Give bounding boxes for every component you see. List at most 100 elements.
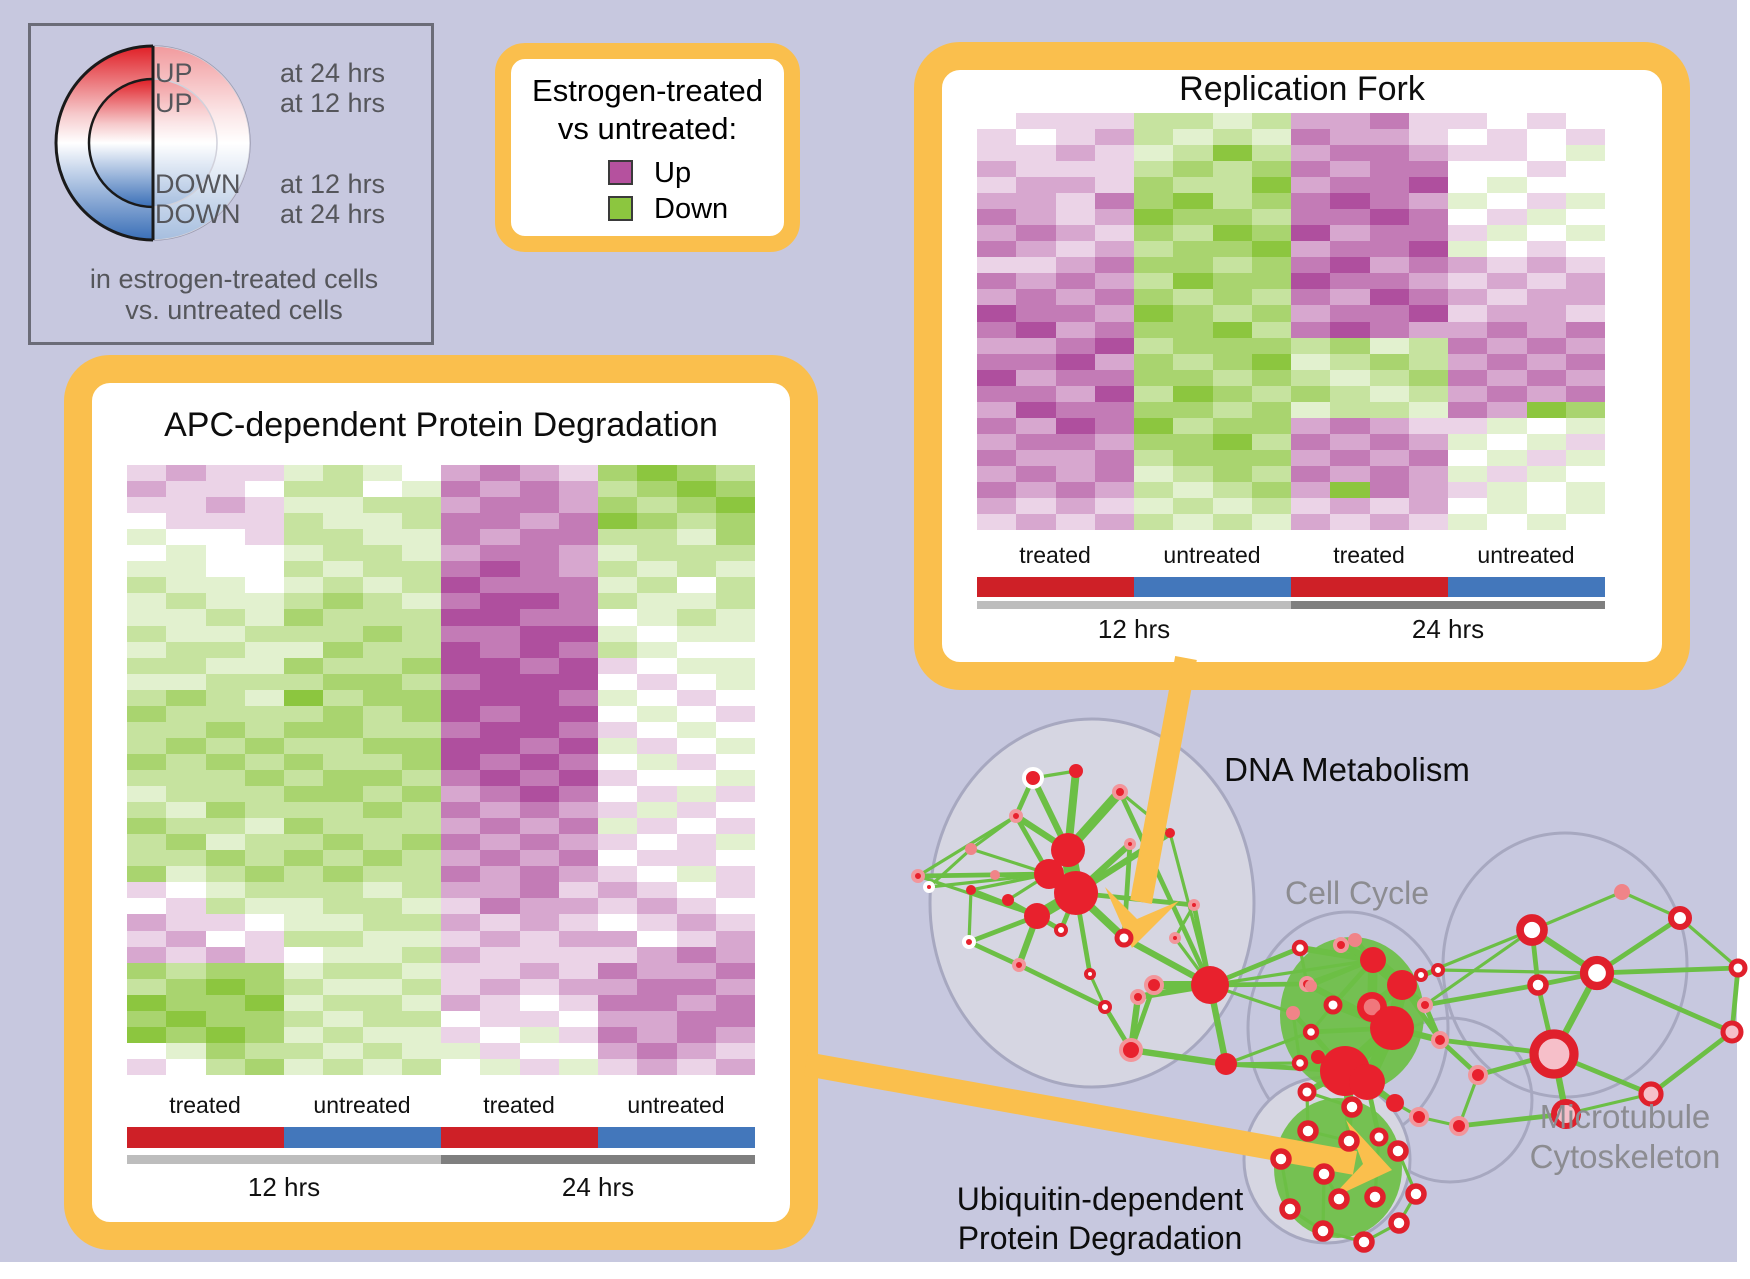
heatmap-cell [1134, 417, 1174, 434]
heatmap-cell [362, 593, 402, 610]
heatmap-cell [244, 577, 284, 594]
heatmap-cell [1212, 465, 1252, 482]
heatmap-cell [244, 641, 284, 658]
heatmap-cell [401, 818, 441, 835]
heatmap-cell [676, 1026, 716, 1043]
heatmap-cell [1016, 481, 1056, 498]
heatmap-cell [519, 609, 559, 626]
heatmap-cell [362, 721, 402, 738]
heatmap-cell [284, 1010, 324, 1027]
heatmap-cell [1487, 337, 1527, 354]
heatmap-cell [715, 769, 755, 787]
heatmap-cell [1291, 353, 1331, 370]
heatmap-cell [401, 545, 441, 562]
heatmap-cell [1212, 353, 1252, 370]
heatmap-cell [1016, 209, 1056, 226]
heatmap-cell [558, 962, 598, 979]
heatmap-cell [205, 946, 245, 963]
heatmap-cell [1212, 241, 1252, 258]
heatmap-cell [598, 705, 638, 722]
ring-legend-up-24-time: at 24 hrs [280, 58, 386, 88]
heatmap-cell [205, 914, 245, 931]
heatmap-cell [205, 882, 245, 899]
heatmap-cell [244, 721, 284, 738]
heatmap-cell [1134, 273, 1174, 290]
heatmap-cell [519, 818, 559, 835]
heatmap-cell [676, 866, 716, 883]
heatmap-cell [1448, 177, 1488, 194]
heatmap-cell [205, 1058, 245, 1075]
heatmap-cell [1212, 337, 1252, 354]
heatmap-cell [676, 497, 716, 514]
heatmap-cell [1369, 385, 1409, 402]
heatmap-cell [323, 657, 363, 674]
network-node [1667, 905, 1693, 931]
heatmap-cell [598, 1042, 638, 1059]
heatmap-cell [1526, 209, 1566, 226]
heatmap-cell [401, 673, 441, 690]
heatmap-cell [401, 609, 441, 626]
heatmap-cell [480, 786, 520, 803]
network-edge [966, 939, 1022, 968]
heatmap-cell [166, 850, 206, 867]
heatmap-cell [1134, 289, 1174, 306]
heatmap-cell [441, 705, 481, 722]
heatmap-cell [1173, 273, 1213, 290]
heatmap-cell [676, 593, 716, 610]
heatmap-cell [127, 1026, 167, 1043]
heatmap-cell [1565, 449, 1605, 466]
heatmap-cell [166, 898, 206, 915]
heatmap-cell [1212, 161, 1252, 178]
network-node [1191, 966, 1229, 1004]
heatmap-cell [401, 497, 441, 514]
heatmap-cell [1408, 177, 1448, 194]
heatmap-cell [1212, 289, 1252, 306]
heatmap-cell [441, 513, 481, 530]
heatmap-cell [1291, 321, 1331, 338]
heatmap-cell [637, 818, 677, 835]
heatmap-cell [480, 1042, 520, 1059]
heatmap-cell [637, 914, 677, 931]
heatmap-cell [558, 882, 598, 899]
heatmap-cell [637, 898, 677, 915]
heatmap-cell [676, 657, 716, 674]
heatmap-cell [323, 850, 363, 867]
heatmap-cell [1055, 401, 1095, 418]
heatmap-cell [480, 1058, 520, 1075]
heatmap-cell [284, 561, 324, 578]
heatmap-cell [284, 850, 324, 867]
apc-treated-bar-12 [127, 1127, 284, 1148]
heatmap-cell [1291, 177, 1331, 194]
network-edge [1648, 1029, 1735, 1097]
heatmap-cell [519, 850, 559, 867]
network-edge [1127, 1046, 1230, 1068]
heatmap-cell [1487, 369, 1527, 386]
heatmap-cell [598, 882, 638, 899]
network-edge [1530, 890, 1624, 932]
rf-12hrs-bar [977, 601, 1291, 609]
heatmap-cell [1330, 321, 1370, 338]
network-node [1369, 1127, 1389, 1147]
heatmap-cell [323, 1058, 363, 1075]
heatmap-cell [715, 978, 755, 995]
heatmap-cell [1173, 433, 1213, 450]
heatmap-cell [1212, 449, 1252, 466]
heatmap-cell [284, 898, 324, 915]
heatmap-cell [1408, 417, 1448, 434]
apc-heatmap [127, 465, 755, 1075]
network-node [990, 870, 1000, 880]
heatmap-cell [205, 834, 245, 851]
network-node [1114, 928, 1134, 948]
network-node [1022, 767, 1044, 789]
apc-group-label-1: treated [169, 1092, 241, 1118]
heatmap-cell [401, 962, 441, 979]
heatmap-cell [323, 994, 363, 1011]
heatmap-cell [362, 866, 402, 883]
heatmap-cell [519, 882, 559, 899]
heatmap-cell [1448, 385, 1488, 402]
heatmap-cell [1251, 145, 1291, 162]
heatmap-cell [1408, 273, 1448, 290]
heatmap-cell [244, 1010, 284, 1027]
heatmap-cell [1526, 225, 1566, 242]
heatmap-cell [1055, 209, 1095, 226]
